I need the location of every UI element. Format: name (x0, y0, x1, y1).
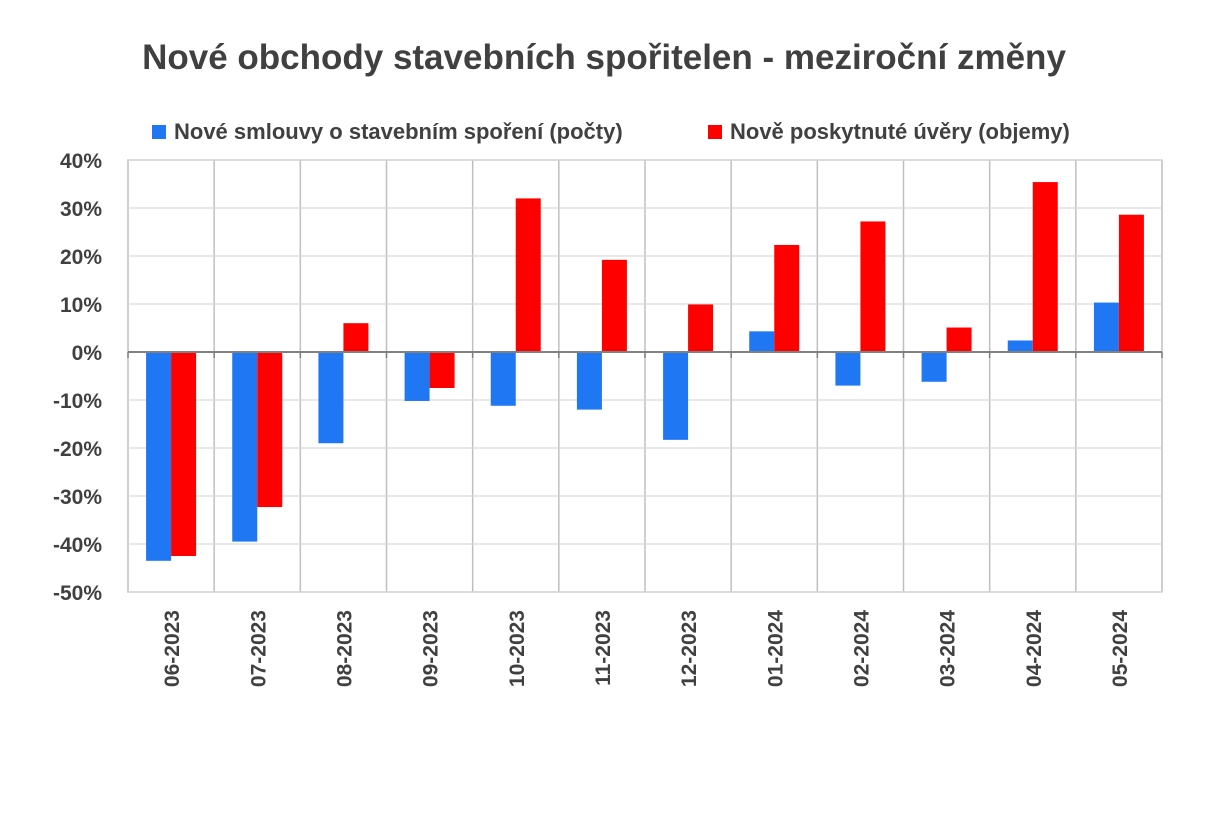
bar-contracts (835, 352, 861, 386)
legend-item-loans: Nově poskytnuté úvěry (objemy) (708, 117, 1070, 147)
x-tick-label: 02-2024 (850, 610, 873, 687)
y-tick-label: -20% (53, 438, 102, 461)
bar-loans (1118, 214, 1144, 352)
bar-loans (601, 259, 627, 352)
x-tick-label: 03-2024 (937, 610, 960, 687)
y-tick-label: -40% (53, 534, 102, 557)
bar-loans (946, 327, 972, 352)
bar-contracts (404, 352, 430, 401)
y-tick-label: 30% (60, 198, 102, 221)
bar-contracts (663, 352, 689, 440)
bar-contracts (1093, 302, 1119, 352)
bar-loans (257, 352, 283, 508)
x-tick-label: 12-2023 (678, 610, 701, 687)
x-tick-label: 04-2024 (1023, 610, 1046, 687)
legend-label-loans: Nově poskytnuté úvěry (objemy) (730, 119, 1070, 144)
legend-item-contracts: Nové smlouvy o stavebním spoření (počty) (152, 117, 623, 147)
x-tick-label: 01-2024 (764, 610, 787, 687)
x-tick-label: 10-2023 (506, 610, 529, 687)
y-tick-label: 0% (72, 342, 103, 365)
bar-loans (515, 198, 541, 352)
bar-loans (171, 352, 197, 556)
chart-title: Nové obchody stavebních spořitelen - mez… (142, 38, 1066, 77)
bar-loans (860, 221, 886, 352)
legend-label-contracts: Nové smlouvy o stavebním spoření (počty) (174, 119, 623, 144)
x-tick-label: 09-2023 (420, 610, 443, 687)
x-tick-label: 08-2023 (333, 610, 356, 687)
bar-contracts (232, 352, 258, 542)
bar-loans (1032, 182, 1058, 352)
y-tick-label: -50% (53, 582, 102, 605)
y-tick-label: 40% (60, 150, 102, 173)
legend-swatch-loans (708, 125, 722, 139)
y-tick-label: -10% (53, 390, 102, 413)
x-tick-label: 11-2023 (592, 610, 615, 686)
bar-loans (688, 304, 714, 352)
bar-contracts (1007, 340, 1033, 352)
bar-loans (429, 352, 455, 388)
x-tick-label: 06-2023 (161, 610, 184, 687)
bar-loans (343, 323, 369, 352)
bar-contracts (490, 352, 516, 406)
y-tick-label: 10% (60, 294, 102, 317)
x-tick-label: 05-2024 (1109, 610, 1132, 687)
y-tick-label: -30% (53, 486, 102, 509)
y-tick-label: 20% (60, 246, 102, 269)
x-tick-label: 07-2023 (247, 610, 270, 687)
bar-contracts (921, 352, 947, 382)
bar-contracts (576, 352, 602, 410)
legend: Nové smlouvy o stavebním spoření (počty)… (0, 117, 1208, 147)
bar-contracts (146, 352, 172, 561)
bar-contracts (749, 331, 775, 352)
bar-contracts (318, 352, 344, 444)
legend-swatch-contracts (152, 125, 166, 139)
bar-loans (774, 244, 800, 352)
